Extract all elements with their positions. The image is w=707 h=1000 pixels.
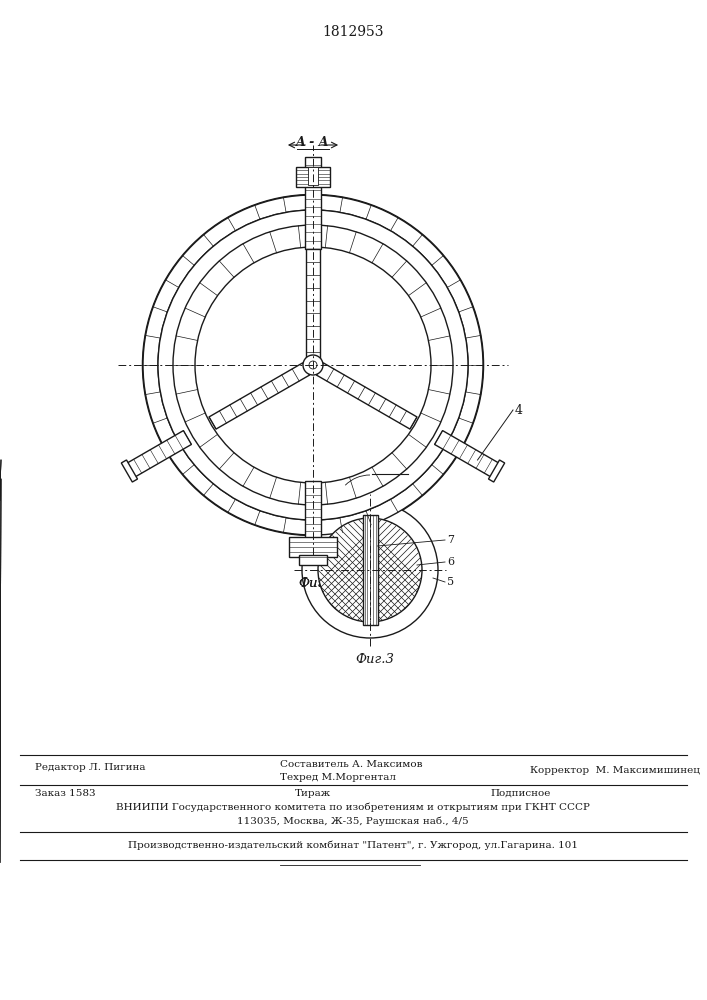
Text: A - A: A - A [296,136,329,149]
Circle shape [302,502,438,638]
Circle shape [158,210,468,520]
Text: Тираж: Тираж [295,789,331,798]
Circle shape [309,361,317,369]
Text: 5: 5 [447,577,454,587]
Text: Фиг.2: Фиг.2 [298,577,337,590]
Text: Техред М.Моргентал: Техред М.Моргентал [280,773,396,782]
Polygon shape [317,363,417,429]
Bar [308,167,318,185]
Polygon shape [125,431,192,478]
Polygon shape [435,431,501,478]
Text: 1812953: 1812953 [322,25,384,39]
Bar [299,555,327,565]
Bar [305,157,321,249]
Bar [289,537,337,557]
Text: Фиг.2: Фиг.2 [298,577,337,590]
Text: Подписное: Подписное [490,789,550,798]
Circle shape [303,355,323,375]
Text: 7: 7 [447,535,454,545]
Text: Составитель А. Максимов: Составитель А. Максимов [280,760,423,769]
Circle shape [318,518,422,622]
Polygon shape [122,460,137,482]
Wedge shape [143,195,483,535]
Circle shape [143,195,483,535]
Circle shape [173,225,453,505]
Polygon shape [306,249,320,365]
Polygon shape [209,363,310,429]
Text: 45°: 45° [317,487,337,497]
Bar [305,481,321,545]
Bar [363,515,378,625]
Text: ВНИИПИ Государственного комитета по изобретениям и открытиям при ГКНТ СССР: ВНИИПИ Государственного комитета по изоб… [116,803,590,812]
Text: Заказ 1583: Заказ 1583 [35,789,95,798]
Text: 4: 4 [515,403,523,416]
Text: Редактор Л. Пигина: Редактор Л. Пигина [35,763,146,772]
Bar [296,167,330,187]
Text: Фиг.3: Фиг.3 [356,653,395,666]
Polygon shape [489,460,505,482]
Text: Корректор  М. Максимишинец: Корректор М. Максимишинец [530,766,700,775]
Circle shape [195,247,431,483]
Text: Производственно-издательский комбинат "Патент", г. Ужгород, ул.Гагарина. 101: Производственно-издательский комбинат "П… [128,840,578,850]
Text: 113035, Москва, Ж-35, Раушская наб., 4/5: 113035, Москва, Ж-35, Раушская наб., 4/5 [237,816,469,826]
Text: 6: 6 [447,557,454,567]
Text: Б - Б: Б - Б [373,461,408,474]
